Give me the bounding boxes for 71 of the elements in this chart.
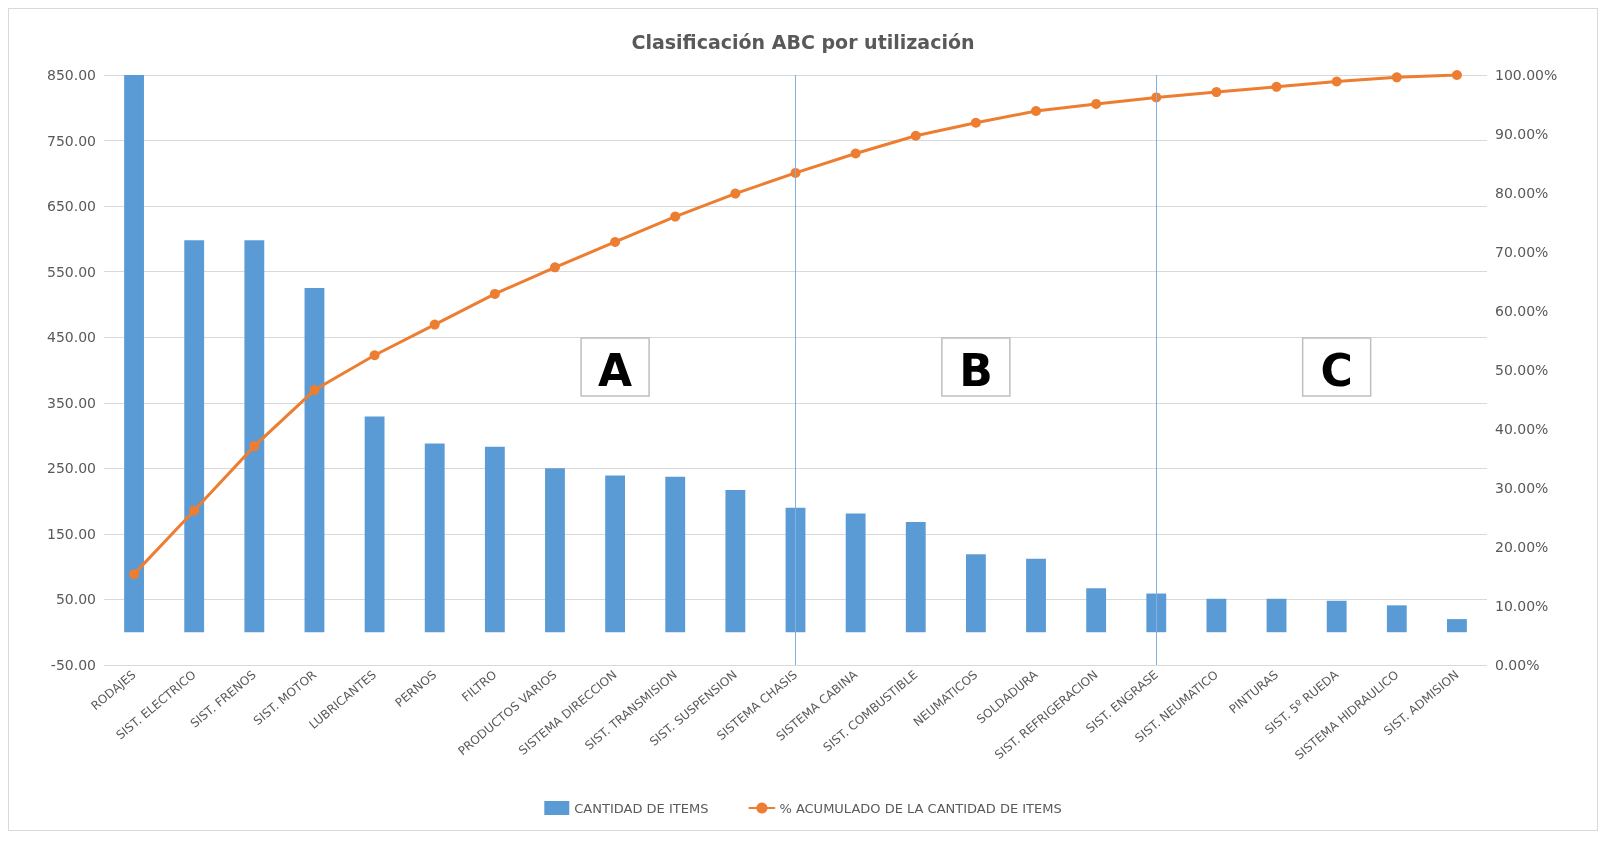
legend-label: % ACUMULADO DE LA CANTIDAD DE ITEMS <box>779 800 1062 816</box>
annotation: B <box>959 344 993 396</box>
y2-tick-label: 100.00% <box>1495 67 1558 83</box>
point <box>129 569 140 580</box>
point <box>1211 87 1222 98</box>
bar <box>1206 598 1227 633</box>
chart-title: Clasificación ABC por utilización <box>631 30 975 53</box>
bar <box>785 507 806 633</box>
bar <box>1447 619 1467 633</box>
point <box>910 130 921 141</box>
y2-tick-label: 40.00% <box>1495 421 1549 437</box>
annotation: A <box>598 344 633 396</box>
y-tick-label: 50.00 <box>55 591 96 608</box>
point <box>970 117 981 128</box>
y-tick-label: 350.00 <box>47 394 96 411</box>
y-tick-label: 850.00 <box>47 67 96 83</box>
bar <box>244 240 265 633</box>
y-tick-label: 150.00 <box>47 525 96 542</box>
legend-label: CANTIDAD DE ITEMS <box>574 800 709 816</box>
y2-tick-label: 20.00% <box>1495 539 1549 555</box>
point <box>1391 72 1402 83</box>
bar <box>1266 598 1287 633</box>
bar <box>304 288 325 633</box>
point <box>1031 105 1042 116</box>
point <box>429 319 440 330</box>
bar <box>424 443 445 633</box>
y2-tick-label: 90.00% <box>1495 126 1549 142</box>
y-tick-label: 550.00 <box>47 263 96 280</box>
point <box>670 211 681 222</box>
bar <box>665 476 686 633</box>
bar <box>1146 593 1167 633</box>
bar <box>545 468 565 633</box>
point <box>549 262 560 273</box>
annotation: C <box>1320 344 1353 396</box>
point <box>369 350 380 361</box>
point <box>730 188 741 199</box>
y2-tick-label: 70.00% <box>1495 244 1549 260</box>
bar <box>905 522 926 633</box>
bar <box>845 513 866 633</box>
bar <box>1386 605 1407 633</box>
y2-tick-label: 30.00% <box>1495 480 1549 496</box>
point <box>249 441 260 452</box>
y2-tick-label: 50.00% <box>1495 362 1549 378</box>
y-tick-label: 650.00 <box>47 198 96 215</box>
y2-tick-label: 60.00% <box>1495 303 1549 319</box>
bar <box>1326 600 1347 633</box>
bar <box>965 554 986 633</box>
bar <box>124 75 144 633</box>
point <box>1331 76 1342 87</box>
point <box>309 385 320 396</box>
y-tick-label: 450.00 <box>47 329 96 346</box>
y2-tick-label: 10.00% <box>1495 598 1549 614</box>
y2-tick-label: 0.00% <box>1495 657 1540 673</box>
y-tick-label: -50.00 <box>50 657 96 673</box>
bar <box>364 416 385 633</box>
point <box>850 148 861 159</box>
y-tick-label: 750.00 <box>47 132 96 149</box>
bar <box>1086 588 1107 633</box>
bar <box>184 240 205 633</box>
point <box>489 288 500 299</box>
point <box>1091 98 1102 109</box>
bar <box>1026 558 1046 633</box>
point <box>189 505 200 516</box>
point <box>610 236 621 247</box>
point <box>1271 81 1282 92</box>
bar <box>725 489 746 633</box>
y2-tick-label: 80.00% <box>1495 185 1549 201</box>
bar <box>484 446 505 633</box>
point <box>1451 70 1462 80</box>
bar <box>605 475 626 633</box>
y-tick-label: 250.00 <box>47 460 96 477</box>
